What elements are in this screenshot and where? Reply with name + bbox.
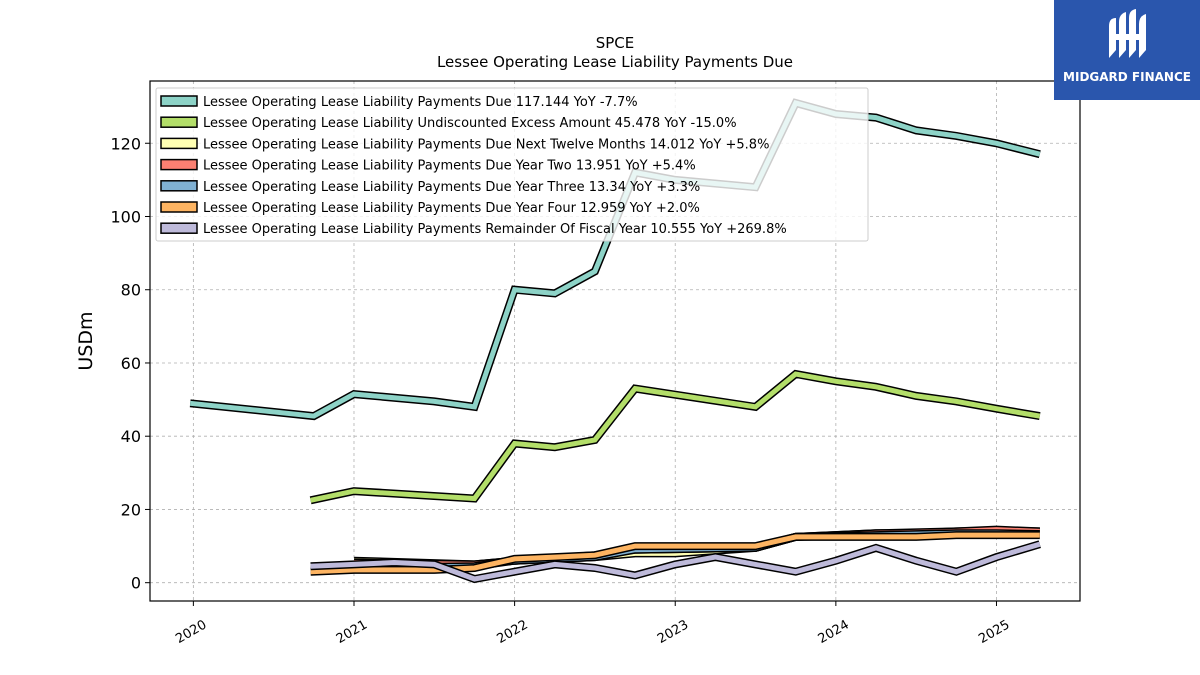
brand-name: MIDGARD FINANCE <box>1063 70 1191 84</box>
y-axis: 0 20 40 60 80 100 120 <box>110 134 150 593</box>
series-line <box>310 371 1041 503</box>
x-tick-label: 2021 <box>334 617 370 647</box>
legend-swatch <box>160 158 198 171</box>
y-tick-label: 40 <box>121 427 141 446</box>
x-tick-label: 2022 <box>494 617 530 647</box>
legend-entry: Lessee Operating Lease Liability Payment… <box>203 201 700 216</box>
y-tick-label: 20 <box>121 500 141 519</box>
y-tick-label: 100 <box>110 207 141 226</box>
y-tick-label: 0 <box>131 574 141 593</box>
legend-swatch <box>160 137 198 150</box>
brand-logo: MIDGARD FINANCE <box>1054 0 1200 100</box>
y-tick-label: 80 <box>121 281 141 300</box>
legend: Lessee Operating Lease Liability Payment… <box>155 87 869 242</box>
legend-swatch <box>160 180 198 192</box>
y-axis-label: USDm <box>75 311 97 370</box>
y-tick-label: 120 <box>110 134 141 153</box>
x-tick-label: 2024 <box>816 617 852 647</box>
x-axis: 2020 2021 2022 2023 2024 2025 <box>173 601 1012 647</box>
plot-frame <box>149 80 1081 602</box>
x-tick-label: 2020 <box>173 617 209 647</box>
legend-entry: Lessee Operating Lease Liability Payment… <box>203 222 787 237</box>
legend-swatch <box>160 201 198 213</box>
midgard-logo-icon <box>1109 9 1146 58</box>
legend-entry: Lessee Operating Lease Liability Payment… <box>203 137 769 152</box>
legend-swatch <box>160 222 198 234</box>
y-tick-label: 60 <box>121 354 141 373</box>
legend-swatch <box>160 95 198 107</box>
x-tick-label: 2023 <box>655 617 691 647</box>
legend-entry: Lessee Operating Lease Liability Payment… <box>203 95 638 110</box>
chart-title: SPCE <box>596 34 635 52</box>
legend-entry: Lessee Operating Lease Liability Payment… <box>203 159 696 174</box>
legend-entry: Lessee Operating Lease Liability Undisco… <box>203 116 737 131</box>
series-line <box>310 541 1041 582</box>
x-tick-label: 2025 <box>976 617 1012 647</box>
chart-subtitle: Lessee Operating Lease Liability Payment… <box>437 53 793 71</box>
legend-box <box>155 87 869 242</box>
legend-entry: Lessee Operating Lease Liability Payment… <box>203 180 700 195</box>
legend-swatch <box>160 116 198 128</box>
